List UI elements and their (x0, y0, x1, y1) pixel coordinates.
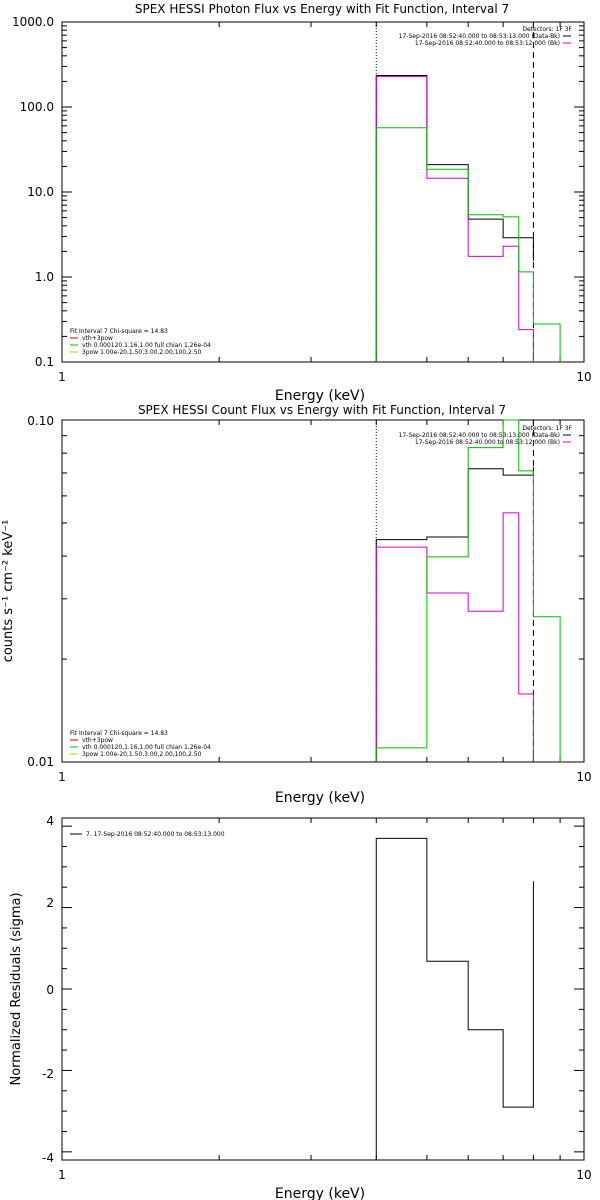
photon-flux-axis-ticks (61, 21, 585, 363)
photon-flux-fit-vth: vth 0.000120,1.16,1.00 full chian 1.26e-… (82, 342, 211, 349)
count-flux-fit-3pow: 3pow 1.00e-20,1.50,3.00,2.00,100,2.50 (82, 751, 202, 758)
count-flux-y-tick-label-0.10: 0.10 (27, 414, 54, 428)
residuals-y-axis-label: Normalized Residuals (sigma) (9, 892, 24, 1085)
residuals-axis-ticks (61, 818, 585, 1160)
photon-flux-series-0-step (375, 74, 534, 362)
photon-flux-fit-vth-3pow: vth+3pow (82, 335, 113, 342)
residuals-x-tick-label-1: 1 (58, 1168, 66, 1182)
residuals-plot-frame (61, 817, 585, 1161)
photon-flux-fit-3pow: 3pow 1.00e-20,1.50,3.00,2.00,100,2.50 (82, 349, 202, 356)
photon-flux-y-tick-label-10.0: 10.0 (27, 185, 54, 199)
count-flux-fit-vth: vth 0.000120,1.16,1.00 full chian 1.26e-… (82, 744, 211, 751)
count-flux-series-0-step (375, 466, 534, 762)
photon-flux-x-tick-label-1: 1 (58, 370, 66, 384)
photon-flux-series-2-step (375, 127, 561, 362)
photon-flux-x-tick-label-10: 10 (576, 370, 591, 384)
photon-flux-y-tick-label-1.0: 1.0 (35, 270, 54, 284)
count-flux-title: SPEX HESSI Count Flux vs Energy with Fit… (138, 403, 506, 417)
count-flux-legend-header: Detectors: 1F 3F (522, 425, 572, 432)
count-flux-series-2-step (375, 419, 561, 762)
count-flux-plot-frame (61, 419, 585, 763)
count-flux-y-tick-label-0.01: 0.01 (27, 755, 54, 769)
photon-flux-legend-bk: 17-Sep-2016 08:52:40.000 to 08:53:12.000… (415, 40, 560, 47)
residuals-legend-note: 7. 17-Sep-2016 08:52:40.000 to 08:53:13.… (86, 831, 225, 838)
count-flux-legend-bk: 17-Sep-2016 08:52:40.000 to 08:53:12.000… (415, 439, 560, 446)
count-flux-series-1-step (375, 512, 534, 762)
photon-flux-fit-header: Fit Interval 7 Chi-square = 14.83 (70, 328, 168, 335)
residuals-y-tick-label--4: -4 (42, 1151, 54, 1165)
residuals-series-0-step (375, 837, 534, 1160)
photon-flux-y-tick-label-1000.0: 1000.0 (12, 15, 54, 29)
photon-flux-marks (375, 22, 561, 362)
count-flux-fit-header: Fit Interval 7 Chi-square = 14.83 (70, 730, 168, 737)
residuals-y-tick-label--2: -2 (42, 1067, 54, 1081)
count-flux-x-tick-label-1: 1 (58, 770, 66, 784)
residuals-panel: 1 10 -4 -2 0 2 4 Energy (keV) Normalized… (9, 814, 592, 1200)
count-flux-x-tick-label-10: 10 (576, 770, 591, 784)
photon-flux-series-1-step (375, 76, 534, 362)
residuals-y-tick-label-4: 4 (46, 814, 54, 828)
photon-flux-panel: SPEX HESSI Photon Flux vs Energy with Fi… (12, 2, 592, 404)
residuals-marks (375, 837, 534, 1160)
photon-flux-x-axis-label: Energy (keV) (275, 388, 365, 404)
count-flux-legend-data-bk: 17-Sep-2016 08:52:40.000 to 08:53:13.000… (399, 432, 560, 439)
residuals-x-axis-label: Energy (keV) (275, 1186, 365, 1200)
photon-flux-y-tick-label-100.0: 100.0 (20, 100, 54, 114)
residuals-y-tick-label-0: 0 (46, 983, 54, 997)
count-flux-panel: SPEX HESSI Count Flux vs Energy with Fit… (1, 403, 592, 806)
photon-flux-legend-data-bk: 17-Sep-2016 08:52:40.000 to 08:53:13.000… (399, 33, 560, 40)
photon-flux-plot-frame (61, 21, 585, 363)
count-flux-x-axis-label: Energy (keV) (275, 790, 365, 806)
photon-flux-legend-header: Detectors: 1F 3F (522, 26, 572, 33)
residuals-y-tick-label-2: 2 (46, 896, 54, 910)
residuals-x-tick-label-10: 10 (576, 1168, 591, 1182)
photon-flux-title: SPEX HESSI Photon Flux vs Energy with Fi… (135, 2, 509, 16)
photon-flux-y-tick-label-0.1: 0.1 (35, 355, 54, 369)
count-flux-fit-vth-3pow: vth+3pow (82, 737, 113, 744)
count-flux-axis-ticks (61, 419, 585, 763)
count-flux-y-axis-label: counts s⁻¹ cm⁻² keV⁻¹ (1, 520, 16, 663)
count-flux-marks (375, 419, 561, 762)
